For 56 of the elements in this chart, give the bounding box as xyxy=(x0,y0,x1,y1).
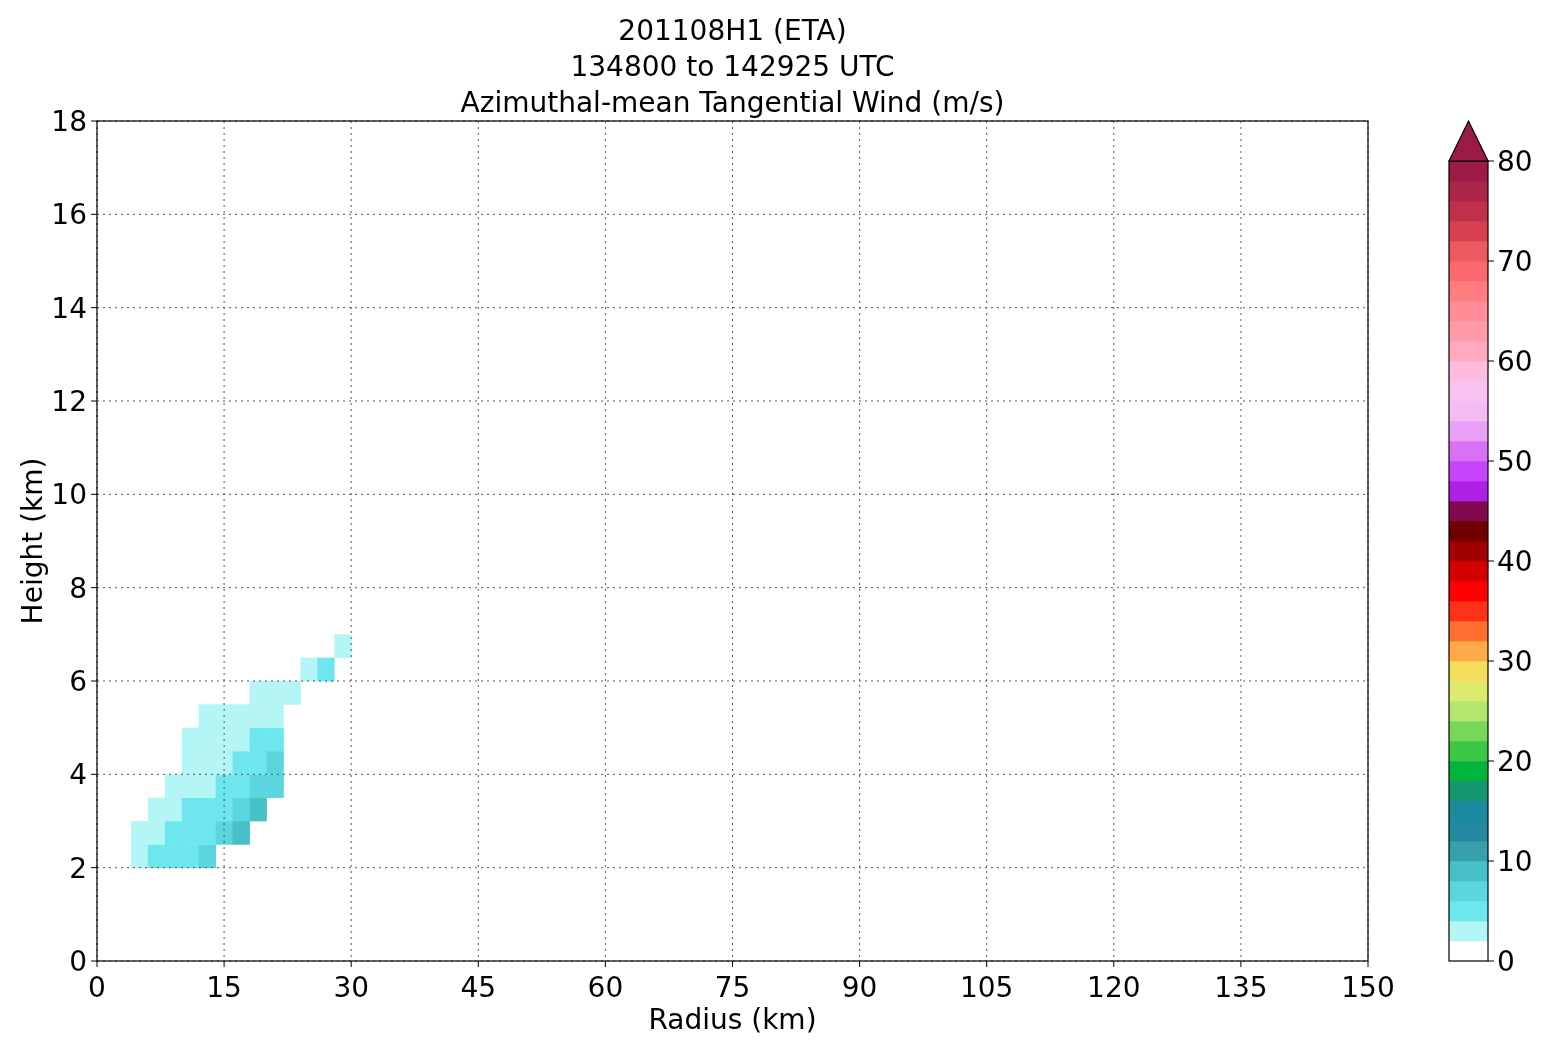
y-tick-label: 2 xyxy=(69,851,87,885)
point xyxy=(232,797,250,822)
point xyxy=(232,751,250,775)
y-axis-title: Height (km) xyxy=(16,457,49,625)
point xyxy=(249,797,267,822)
point xyxy=(198,774,217,799)
x-tick-label: 15 xyxy=(206,971,242,1004)
color-bar-label: 50 xyxy=(1497,445,1533,478)
y-tick-label: 14 xyxy=(51,291,87,325)
point xyxy=(266,704,284,729)
x-tick-label: 60 xyxy=(587,971,624,1004)
x-tick-label: 90 xyxy=(841,971,878,1004)
point xyxy=(266,727,284,752)
point xyxy=(317,657,335,682)
point xyxy=(130,821,149,845)
point xyxy=(249,751,267,775)
point xyxy=(130,844,149,869)
x-tick-label: 150 xyxy=(1341,971,1395,1004)
color-bar-label: 80 xyxy=(1497,145,1533,178)
color-bar-label: 60 xyxy=(1497,345,1533,378)
y-tick-label: 12 xyxy=(51,385,87,418)
y-tick-label: 0 xyxy=(69,945,87,978)
point xyxy=(266,751,284,775)
point xyxy=(334,634,352,659)
point xyxy=(147,844,166,869)
point xyxy=(181,844,200,869)
y-tick-label: 18 xyxy=(51,105,87,138)
y-tick-label: 16 xyxy=(51,198,87,232)
color-bar-label: 40 xyxy=(1497,545,1533,578)
color-bar-label: 10 xyxy=(1497,845,1533,878)
color-bar-label: 20 xyxy=(1497,745,1533,778)
x-tick-label: 120 xyxy=(1087,971,1141,1004)
y-tick-label: 4 xyxy=(69,758,87,792)
point xyxy=(300,657,318,682)
y-tick-label: 6 xyxy=(69,665,87,698)
x-tick-label: 45 xyxy=(460,971,497,1004)
point xyxy=(283,681,301,705)
chart-title: 201108H1 (ETA) 134800 to 142925 UTC Azimuthal-mean Tangential Wind (m/s) xyxy=(460,14,1005,119)
point xyxy=(215,821,233,845)
color-bar-label: 30 xyxy=(1497,645,1533,678)
point xyxy=(266,681,284,705)
x-axis-title: Radius (km) xyxy=(648,1003,817,1036)
point xyxy=(164,821,183,845)
x-tick-label: 135 xyxy=(1214,971,1268,1004)
x-tick-label: 30 xyxy=(333,971,370,1004)
point xyxy=(198,844,217,869)
point xyxy=(266,774,284,799)
y-tick-label: 10 xyxy=(51,478,87,512)
x-tick-label: 75 xyxy=(714,971,751,1004)
point xyxy=(249,681,267,705)
point xyxy=(232,821,250,845)
x-tick-label: 105 xyxy=(959,971,1014,1004)
y-tick-label: 8 xyxy=(69,571,87,605)
point xyxy=(232,774,250,799)
color-bar-label: 70 xyxy=(1497,245,1533,278)
color-bar-label: 0 xyxy=(1497,945,1515,978)
